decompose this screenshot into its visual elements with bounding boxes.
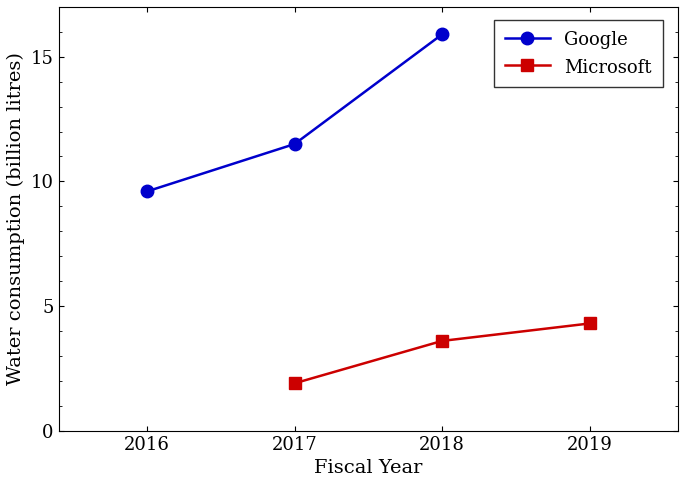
Microsoft — [290, 380, 299, 386]
Y-axis label: Water consumption (billion litres): Water consumption (billion litres) — [7, 52, 25, 385]
Microsoft — [586, 320, 594, 326]
Google — [143, 188, 151, 194]
Google — [290, 141, 299, 147]
X-axis label: Fiscal Year: Fiscal Year — [314, 459, 423, 477]
Legend: Google, Microsoft: Google, Microsoft — [494, 20, 663, 88]
Line: Microsoft: Microsoft — [289, 318, 595, 389]
Google — [438, 31, 446, 37]
Microsoft — [438, 338, 446, 344]
Line: Google: Google — [141, 28, 448, 197]
